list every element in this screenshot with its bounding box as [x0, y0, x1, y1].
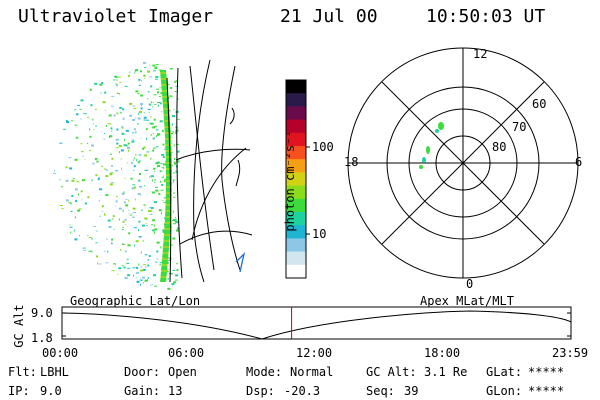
status-glon-label: GLon:: [486, 384, 523, 398]
xtick-1800: 18:00: [424, 346, 461, 360]
ytick-low: 1.8: [31, 331, 53, 345]
status-flt-value: LBHL: [40, 365, 69, 379]
timeline-frame: [61, 306, 572, 340]
lat-label-60: 60: [532, 97, 547, 111]
time-label: 10:50:03 UT: [426, 6, 546, 27]
status-ip-value: 9.0: [40, 384, 62, 398]
colorbar-tick-10: 10: [312, 227, 327, 241]
altitude-curve: [61, 310, 572, 340]
polar-auroral-dots: [419, 122, 444, 169]
status-mode-value: Normal: [290, 365, 334, 379]
auroral-emission-image: [53, 61, 180, 290]
status-glon-value: *****: [528, 384, 565, 398]
status-gcalt-label: GC Alt:: [366, 365, 417, 379]
status-door-label: Door:: [124, 365, 161, 379]
status-ip-label: IP:: [8, 384, 30, 398]
coastline-segment: [235, 251, 246, 273]
status-seq-label: Seq:: [366, 384, 395, 398]
colorbar-gradient: [286, 80, 306, 279]
mlt-label-12: 12: [473, 47, 488, 61]
ytick-high: 9.0: [31, 306, 53, 320]
instrument-title: Ultraviolet Imager: [18, 6, 214, 27]
xtick-2359: 23:59: [552, 346, 589, 360]
lat-label-70: 70: [512, 120, 527, 134]
timeline-right-title: Apex MLat/MLT: [420, 294, 514, 308]
status-door-value: Open: [168, 365, 197, 379]
date-label: 21 Jul 00: [280, 6, 378, 27]
status-gain-label: Gain:: [124, 384, 161, 398]
timeline-left-title: Geographic Lat/Lon: [70, 294, 201, 308]
status-mode-label: Mode:: [246, 365, 283, 379]
status-glat-label: GLat:: [486, 365, 523, 379]
lat-label-80: 80: [492, 140, 507, 154]
mlt-label-0: 0: [466, 277, 474, 291]
mlt-label-6: 6: [575, 155, 583, 169]
status-gcalt-value: 3.1 Re: [424, 365, 468, 379]
status-dsp-value: -20.3: [284, 384, 321, 398]
status-flt-label: Flt:: [8, 365, 37, 379]
colorbar-tick-100: 100: [312, 140, 334, 154]
colorbar-frame: [285, 79, 307, 279]
xtick-0600: 06:00: [168, 346, 205, 360]
status-glat-value: *****: [528, 365, 565, 379]
xtick-1200: 12:00: [296, 346, 333, 360]
status-seq-value: 39: [404, 384, 419, 398]
xtick-0000: 00:00: [42, 346, 79, 360]
status-gain-value: 13: [168, 384, 183, 398]
mlt-label-18: 18: [344, 155, 359, 169]
map-overlay-lines: [166, 59, 253, 283]
status-dsp-label: Dsp:: [246, 384, 275, 398]
